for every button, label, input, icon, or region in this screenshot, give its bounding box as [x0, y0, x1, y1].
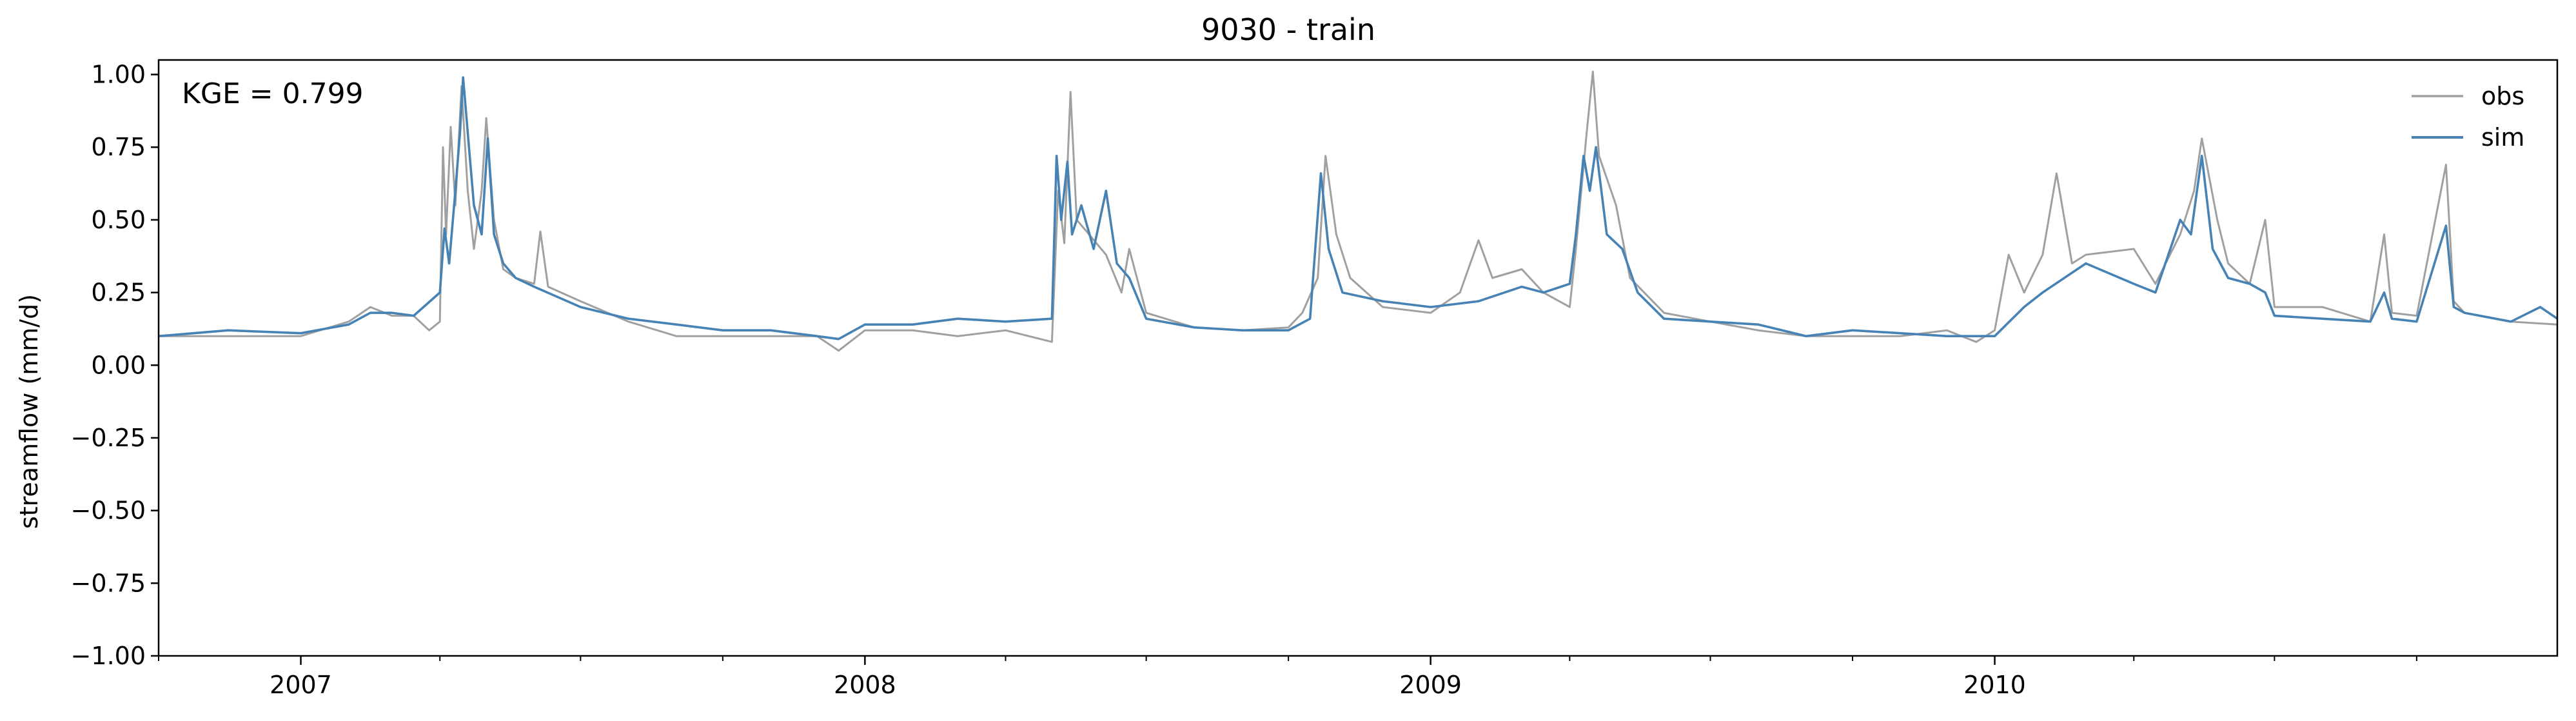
- y-tick-label: −0.50: [71, 497, 146, 525]
- ticks-layer: 1.00 0.75 0.50 0.25 0.00 −0.25 −0.50 −0.75 −1.00…: [71, 61, 2417, 699]
- legend-label-obs: obs: [2481, 82, 2524, 110]
- y-tick-label: −0.25: [71, 424, 146, 452]
- y-tick-label: 0.50: [91, 206, 146, 234]
- x-tick-label: 2008: [834, 671, 896, 699]
- y-tick-label: −0.75: [71, 569, 146, 597]
- plot-frame: [157, 59, 2559, 657]
- legend-label-sim: sim: [2481, 123, 2524, 152]
- series-line-sim: [159, 76, 2557, 341]
- legend: obs sim: [2412, 82, 2524, 152]
- y-tick-label: 0.25: [91, 279, 146, 307]
- y-tick-label: 0.00: [91, 351, 146, 379]
- series-line-obs: [159, 70, 2557, 352]
- y-axis-label: streamflow (mm/d): [15, 294, 43, 529]
- kge-annotation: KGE = 0.799: [182, 77, 364, 110]
- x-tick-label: 2007: [270, 671, 332, 699]
- x-tick-label: 2009: [1399, 671, 1462, 699]
- chart-title: 9030 - train: [1201, 12, 1375, 47]
- y-tick-label: 0.75: [91, 133, 146, 161]
- y-tick-label: 1.00: [91, 61, 146, 89]
- plot-area: [159, 70, 2557, 352]
- y-tick-label: −1.00: [71, 642, 146, 670]
- series-layer: [159, 70, 2557, 352]
- x-tick-label: 2010: [1963, 671, 2026, 699]
